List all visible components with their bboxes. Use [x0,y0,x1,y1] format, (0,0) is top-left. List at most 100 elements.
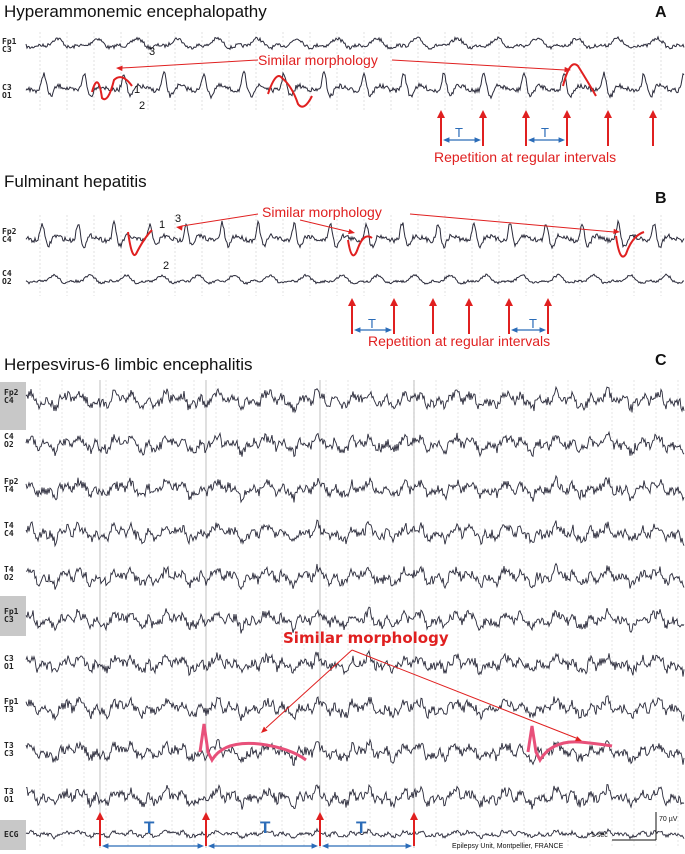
repetition-arrow-head [563,110,571,118]
eeg-trace-c3-o1 [25,70,685,100]
morphology-arrow-head [575,736,582,742]
highlight-waveform [347,235,373,257]
eeg-trace-c-row [25,474,685,504]
channel-label: T3 C3 [4,741,14,758]
interval-arrow-right [311,843,318,849]
interval-arrow-right [474,137,481,143]
morphology-arrow-head [176,225,183,231]
repetition-arrow-head [202,812,210,820]
repetition-arrow-head [479,110,487,118]
channel-label: C3 O1 [4,654,14,671]
repetition-arrow-head [522,110,530,118]
eeg-trace-c-row [25,519,685,548]
eeg-trace-c-row [25,430,685,458]
highlight-waveform [91,76,133,101]
channel-label: T4 O2 [4,565,14,582]
highlight-waveform [198,723,307,764]
morphology-arrow [409,213,615,233]
eeg-trace-c-row [25,695,685,723]
eeg-trace-c-row [25,783,685,810]
interval-arrow-left [528,137,535,143]
repetition-arrow-head [505,298,513,306]
eeg-trace-c-row [25,827,685,840]
interval-arrow-left [322,843,329,849]
repetition-arrow-head [604,110,612,118]
interval-arrow-left [443,137,450,143]
eeg-trace-c-row [25,562,685,591]
channel-group-bg [0,820,26,850]
channel-label: Fp2 T4 [4,477,19,494]
repetition-arrow-head [649,110,657,118]
interval-arrow-left [102,843,109,849]
morphology-arrow [121,59,259,69]
point-label-2: 2 [139,100,146,112]
amplitude-scale-label: 70 µV [659,816,678,823]
eeg-trace-c-row [25,606,685,634]
interval-label: T [529,316,537,331]
eeg-trace-fp1-c3 [25,35,685,51]
morphology-label-c: Similar morphology [283,629,449,647]
eeg-trace-c4-o2 [25,273,684,286]
interval-arrow-left [511,327,518,333]
morphology-arrow-head [613,228,620,235]
eeg-trace-c-row [25,649,685,677]
repetition-label-a: Repetition at regular intervals [434,149,617,165]
channel-label: Fp2 C4 [2,227,17,244]
repetition-arrow-head [410,812,418,820]
repetition-label-b: Repetition at regular intervals [368,333,551,349]
morphology-arrow-head [116,65,123,72]
panel-c-title: Herpesvirus-6 limbic encephalitis [4,355,253,374]
point-label-3: 3 [175,213,182,225]
panel-b-letter: B [655,190,667,207]
morphology-label-a: Similar morphology [258,52,378,68]
panel-c-letter: C [655,352,667,369]
repetition-arrow-head [96,812,104,820]
time-scale-label: 1 sec [591,832,608,839]
highlight-waveform [562,63,597,97]
interval-label: T [455,125,463,140]
channel-group-bg [0,382,26,430]
morphology-arrow [391,59,566,71]
interval-label: T [144,818,155,837]
channel-label: Fp1 C3 [4,607,19,624]
morphology-label-b: Similar morphology [262,204,382,220]
morphology-arrow [181,213,259,227]
interval-arrow-right [385,327,392,333]
repetition-arrow-head [544,298,552,306]
repetition-arrow-head [316,812,324,820]
highlight-waveform [267,75,313,108]
channel-label: C4 O2 [4,432,14,449]
repetition-arrow-head [390,298,398,306]
eeg-trace-c-row [25,385,685,414]
channel-label: Fp1 C3 [2,37,17,54]
channel-label: C3 O1 [2,83,12,100]
interval-arrow-right [197,843,204,849]
interval-arrow-right [539,327,546,333]
morphology-arrow-head [348,228,355,235]
interval-label: T [356,818,367,837]
eeg-trace-c-row [25,738,685,767]
eeg-trace-fp2-c4 [25,219,685,250]
credit-text: Epilepsy Unit, Montpellier, FRANCE [452,843,564,850]
repetition-arrow-head [437,110,445,118]
highlight-waveform [615,231,645,258]
channel-label: ECG [4,830,19,839]
channel-label: T4 C4 [4,521,14,538]
point-label-2: 2 [163,260,170,272]
interval-label: T [541,125,549,140]
channel-label: Fp2 C4 [4,388,19,405]
panel-b-title: Fulminant hepatitis [4,172,147,191]
panel-a-title: Hyperammonemic encephalopathy [4,2,267,21]
interval-arrow-left [208,843,215,849]
highlight-waveform [526,725,613,764]
point-label-1: 1 [134,84,141,96]
interval-arrow-left [354,327,361,333]
morphology-arrow-head [261,726,268,733]
interval-arrow-right [558,137,565,143]
interval-label: T [260,818,271,837]
morphology-arrow-head [564,66,571,73]
point-label-3: 3 [149,46,156,58]
channel-group-bg [0,596,26,636]
channel-label: T3 O1 [4,787,14,804]
